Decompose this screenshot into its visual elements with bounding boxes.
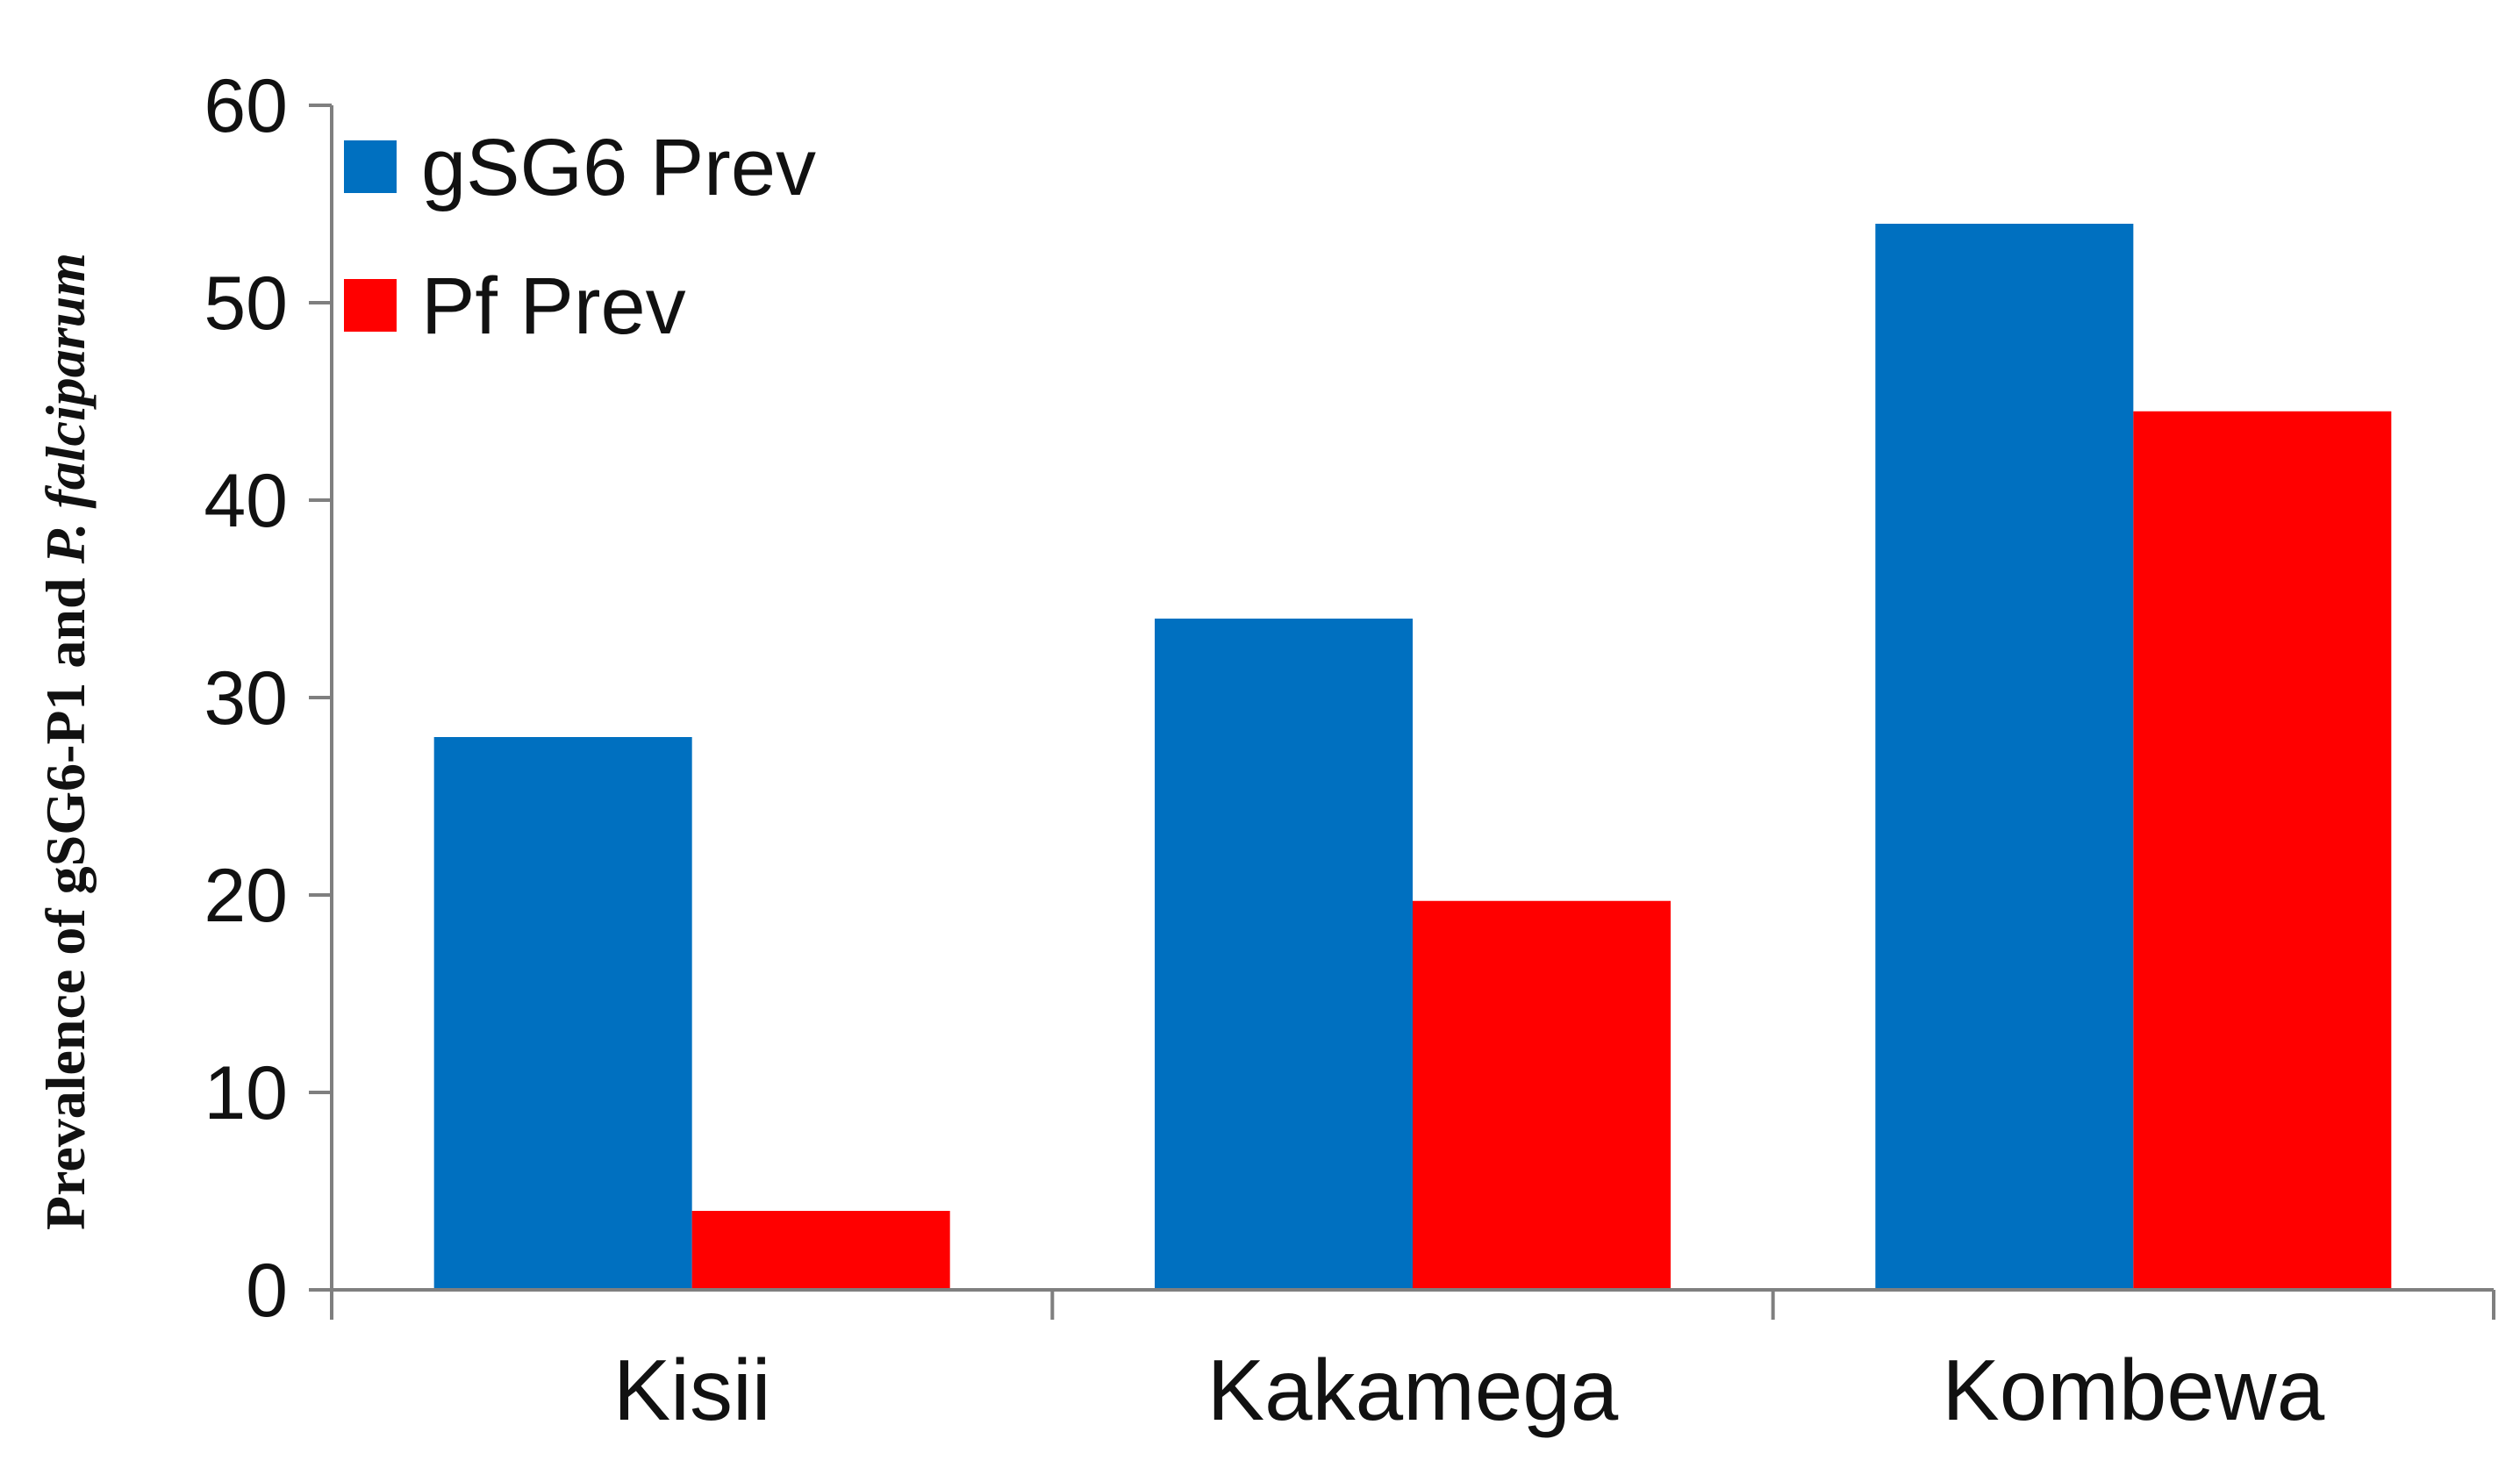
legend-swatch-gsg6 bbox=[344, 140, 397, 193]
bar-kakamega-gsg6 bbox=[1155, 619, 1413, 1290]
y-tick-label: 20 bbox=[204, 854, 288, 938]
legend-label-gsg6: gSG6 Prev bbox=[421, 123, 816, 212]
bar-kombewa-gsg6 bbox=[1875, 224, 2134, 1290]
y-axis-label-prefix: Prevalence of gSG6-P1 and bbox=[34, 563, 97, 1230]
y-tick-label: 40 bbox=[204, 459, 288, 543]
legend-label-pf: Pf Prev bbox=[421, 261, 686, 351]
y-tick-label: 0 bbox=[246, 1249, 288, 1333]
legend: gSG6 Prev Pf Prev bbox=[344, 123, 816, 351]
y-tick-label: 50 bbox=[204, 261, 288, 346]
x-tick-label: Kisii bbox=[613, 1342, 771, 1438]
bar-kisii-pf bbox=[691, 1211, 950, 1290]
y-axis-label: Prevalence of gSG6-P1 and P. falciparum bbox=[34, 253, 97, 1230]
x-tick-label: Kombewa bbox=[1942, 1342, 2324, 1438]
x-ticks-group: Kisii Kakamega Kombewa bbox=[330, 1290, 2495, 1438]
bar-kombewa-pf bbox=[2133, 411, 2392, 1290]
y-axis-label-italic: P. falciparum bbox=[34, 253, 97, 564]
y-ticks-group: 0 10 20 30 40 50 60 bbox=[204, 64, 332, 1333]
legend-swatch-pf bbox=[344, 279, 397, 332]
bars-group bbox=[433, 224, 2392, 1290]
y-tick-label: 10 bbox=[204, 1051, 288, 1135]
bar-kakamega-pf bbox=[1413, 900, 1671, 1290]
bar-kisii-gsg6 bbox=[433, 737, 692, 1290]
x-tick-label: Kakamega bbox=[1207, 1342, 1619, 1438]
y-tick-label: 60 bbox=[204, 64, 288, 148]
y-tick-label: 30 bbox=[204, 656, 288, 741]
